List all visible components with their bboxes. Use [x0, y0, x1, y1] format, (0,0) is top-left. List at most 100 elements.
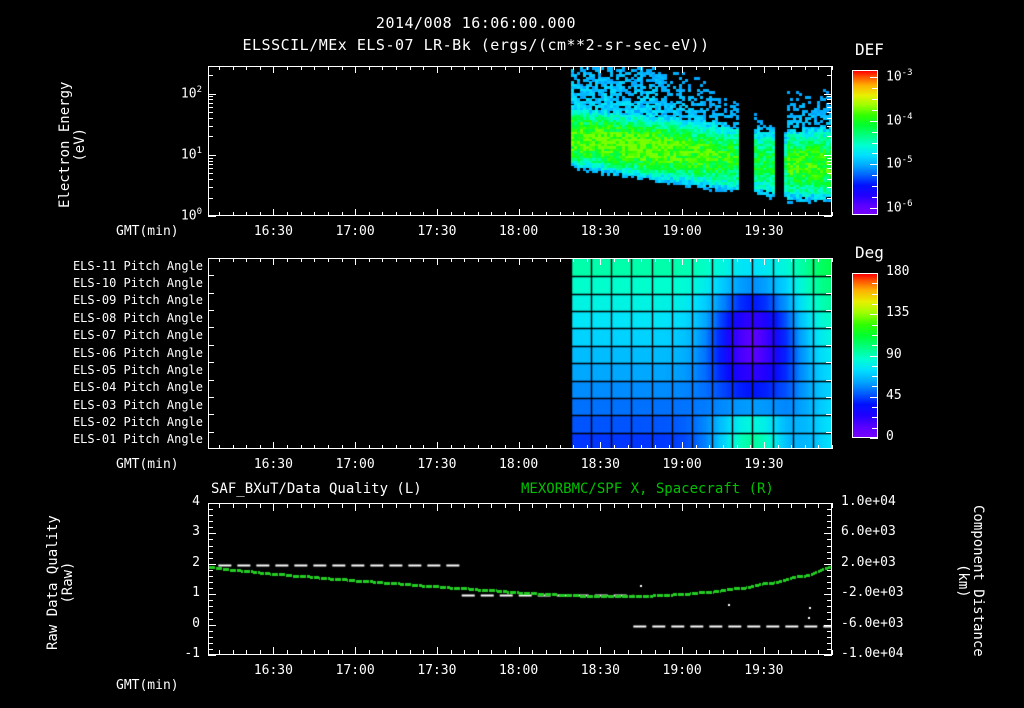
panel1-x-tick [491, 212, 492, 216]
panel3-x-tick [723, 650, 724, 655]
panel2-x-tick [437, 442, 438, 449]
pitch-angle-panel[interactable] [208, 258, 832, 449]
panel1-y-tick [827, 126, 832, 127]
panel3-x-tick [342, 503, 343, 508]
panel3-x-tick [491, 503, 492, 508]
panel2-x-tick [273, 258, 274, 265]
panel1-y-tick-base: 10 [180, 208, 197, 224]
deg-colorbar-minor-tick [872, 417, 878, 418]
panel3-x-tick-label: 16:30 [253, 663, 293, 678]
panel3-x-tick [464, 503, 465, 508]
panel1-x-tick-label: 19:00 [662, 224, 702, 239]
def-colorbar-label: 10-6 [886, 199, 913, 215]
panel3-left-y-minor-tick [208, 515, 213, 516]
panel2-x-tick [614, 445, 615, 449]
panel3-x-tick [396, 650, 397, 655]
panel3-right-y-minor-tick [827, 606, 832, 607]
panel1-y-tick [208, 216, 216, 217]
def-colorbar-label: 10-5 [886, 155, 913, 171]
panel3-y-axis-title: Raw Data Quality (Raw) [45, 515, 76, 650]
panel1-x-tick [682, 66, 683, 73]
deg-colorbar-label: 180 [886, 264, 910, 279]
panel2-x-tick [750, 445, 751, 449]
panel3-x-tick [246, 503, 247, 508]
panel2-x-tick [832, 445, 833, 449]
panel1-x-tick-label: 18:00 [499, 224, 539, 239]
def-colorbar-minor-tick [872, 175, 878, 176]
panel1-x-tick [437, 66, 438, 73]
panel3-left-y-minor-tick [208, 527, 213, 528]
panel3-right-y-minor-tick [827, 600, 832, 601]
panel3-x-tick [355, 503, 356, 511]
panel3-left-y-minor-tick [208, 649, 213, 650]
panel1-x-tick [233, 212, 234, 216]
panel3-x-tick [287, 503, 288, 508]
panel1-x-tick [546, 66, 547, 70]
panel1-x-tick [342, 212, 343, 216]
def-colorbar-minor-tick [872, 88, 878, 89]
electron-energy-spectrogram-panel[interactable] [208, 66, 832, 216]
panel1-y-tick [208, 96, 213, 97]
panel3-x-tick [437, 503, 438, 511]
panel1-x-tick [546, 212, 547, 216]
deg-colorbar-label: 135 [886, 305, 910, 321]
panel3-right-y-tick-label: 6.0e+03 [841, 524, 896, 540]
panel1-x-tick [709, 66, 710, 70]
panel1-y-tick [208, 112, 213, 113]
panel1-x-tick [682, 209, 683, 216]
panel2-x-tick [478, 258, 479, 262]
panel1-x-tick [818, 212, 819, 216]
panel3-x-tick [832, 503, 833, 508]
panel1-x-tick-label: 17:00 [335, 224, 375, 239]
panel1-x-tick [287, 212, 288, 216]
panel2-y-tick [826, 380, 832, 381]
panel3-x-tick [396, 503, 397, 508]
panel3-x-tick [805, 650, 806, 655]
panel2-x-tick [682, 258, 683, 265]
panel1-x-tick [437, 209, 438, 216]
panel2-x-tick [478, 445, 479, 449]
panel1-x-tick [600, 209, 601, 216]
panel1-y-tick-label: 101 [168, 146, 202, 162]
panel3-x-tick [805, 503, 806, 508]
panel1-x-tick [641, 66, 642, 70]
panel1-x-tick [532, 212, 533, 216]
panel3-left-y-major-tick [208, 625, 216, 626]
panel2-x-tick [328, 445, 329, 449]
panel2-x-tick [628, 445, 629, 449]
panel3-x-tick-label: 19:00 [662, 663, 702, 678]
panel2-x-tick [219, 258, 220, 262]
panel3-right-y-minor-tick [827, 509, 832, 510]
panel1-y-axis-title: Electron Energy (eV) [57, 82, 88, 208]
def-colorbar-label-exponent: -6 [901, 199, 913, 210]
panel3-x-tick-label: 19:30 [744, 663, 784, 678]
data-quality-panel[interactable] [208, 503, 832, 655]
panel2-x-tick [709, 258, 710, 262]
def-colorbar-label-base: 10 [886, 156, 902, 172]
panel2-y-tick [826, 293, 832, 294]
panel1-y-tick [208, 103, 213, 104]
panel1-y-tick [824, 155, 832, 156]
panel1-x-tick-label: 18:30 [580, 224, 620, 239]
panel3-x-tick [669, 503, 670, 508]
panel3-x-tick [505, 503, 506, 508]
panel3-left-y-minor-tick [208, 588, 213, 589]
deg-colorbar[interactable] [852, 273, 878, 438]
panel1-y-tick [827, 173, 832, 174]
panel3-x-tick-label: 17:30 [417, 663, 457, 678]
panel1-x-tick [219, 212, 220, 216]
deg-colorbar-major-tick [870, 438, 878, 439]
panel1-x-tick [641, 212, 642, 216]
panel1-y-tick [827, 164, 832, 165]
panel1-y-tick [208, 107, 213, 108]
def-colorbar[interactable] [852, 70, 878, 215]
panel3-x-tick [737, 503, 738, 508]
timestamp-text: 2014/008 16:06:00.000 [375, 14, 577, 32]
deg-colorbar-minor-tick [872, 283, 878, 284]
panel1-x-tick [478, 212, 479, 216]
panel2-x-tick-label: 19:30 [744, 457, 784, 472]
panel1-x-tick [369, 212, 370, 216]
panel3-x-tick [342, 650, 343, 655]
panel1-x-tick [491, 66, 492, 70]
panel3-right-y-minor-tick [827, 649, 832, 650]
